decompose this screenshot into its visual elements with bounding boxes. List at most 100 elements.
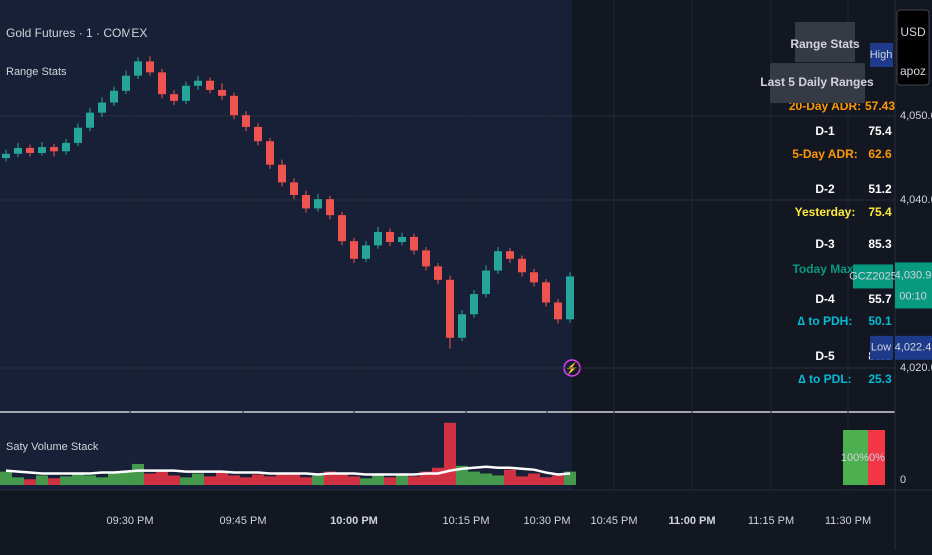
x-tick-label: 10:15 PM xyxy=(442,515,489,527)
volume-bar xyxy=(240,477,252,485)
candle-body xyxy=(122,75,130,91)
sell-box xyxy=(868,430,885,485)
volume-bar xyxy=(528,473,540,485)
table-value: 85.3 xyxy=(868,237,892,251)
candle-body xyxy=(206,80,214,90)
volume-bar xyxy=(396,474,408,485)
volume-bar xyxy=(552,475,564,485)
volume-bar xyxy=(252,474,264,485)
candle-body xyxy=(398,236,406,242)
volume-bar xyxy=(432,467,444,485)
x-tick-label: 11:30 PM xyxy=(825,515,871,527)
table-value: 55.7 xyxy=(868,292,892,306)
currency-box[interactable] xyxy=(896,9,930,86)
candle-body xyxy=(362,245,370,259)
volume-bar xyxy=(300,477,312,485)
candle-body xyxy=(86,112,94,128)
volume-bar xyxy=(168,475,180,485)
candle-body xyxy=(302,194,310,209)
candle-body xyxy=(242,115,250,127)
y-tick-label: 4,040.0 xyxy=(900,194,932,206)
table-value: 62.6 xyxy=(868,147,892,161)
table-title: Range Stats xyxy=(790,37,860,51)
volume-bar xyxy=(480,473,492,485)
candle-body xyxy=(350,241,358,259)
volume-bar xyxy=(84,475,96,485)
volume-bar xyxy=(156,469,168,485)
low-price: 4,022.4 xyxy=(895,342,932,354)
volume-bar xyxy=(144,473,156,485)
sell-label: 0% xyxy=(869,452,885,464)
volume-bar xyxy=(132,463,144,485)
candle-body xyxy=(62,142,70,152)
candle-body xyxy=(338,215,346,242)
volume-bar xyxy=(228,475,240,485)
volume-bar xyxy=(24,479,36,485)
candle-body xyxy=(374,231,382,246)
volume-bar xyxy=(60,476,72,485)
candle-body xyxy=(386,231,394,242)
volume-bar xyxy=(348,476,360,485)
table-label: 5-Day ADR: xyxy=(792,147,858,161)
candle-body xyxy=(182,85,190,101)
volume-bar xyxy=(276,472,288,485)
candle-body xyxy=(314,199,322,209)
volume-bar xyxy=(468,471,480,485)
candle-body xyxy=(566,276,574,320)
x-tick-label: 11:15 PM xyxy=(748,515,794,527)
x-tick-label: 09:30 PM xyxy=(106,515,153,527)
x-tick-label: 10:30 PM xyxy=(523,515,570,527)
tooltip: Last 5 Daily Ranges xyxy=(760,75,874,89)
buy-box xyxy=(843,430,868,485)
volume-bar xyxy=(384,477,396,485)
volume-bar xyxy=(120,470,132,485)
table-value: 57.43 xyxy=(865,99,895,113)
candle-body xyxy=(38,147,46,153)
contract-tag-bg xyxy=(853,264,893,289)
candle-body xyxy=(278,164,286,183)
candle-body xyxy=(554,302,562,320)
table-label: D-1 xyxy=(815,124,835,138)
volume-bar xyxy=(288,473,300,485)
candle-body xyxy=(194,80,202,86)
x-tick-label: 10:45 PM xyxy=(590,515,637,527)
table-label: ∆ to PDL: xyxy=(798,372,851,386)
volume-bar xyxy=(0,471,12,485)
volume-bar xyxy=(180,477,192,485)
volume-tick-label: 0 xyxy=(900,474,906,486)
x-tick-label: 10:00 PM xyxy=(330,515,378,527)
high-tag: High xyxy=(870,49,893,61)
candle-body xyxy=(422,250,430,267)
table-label: D-5 xyxy=(815,349,835,363)
low-tag-bg xyxy=(870,335,893,360)
x-tick-label: 09:45 PM xyxy=(219,515,266,527)
candle-body xyxy=(470,294,478,315)
volume-bar xyxy=(456,465,468,485)
volume-bar xyxy=(264,476,276,485)
volume-bar xyxy=(540,477,552,485)
tooltip-bg xyxy=(770,63,865,103)
volume-bar xyxy=(372,475,384,485)
candle-body xyxy=(170,94,178,101)
table-header-bg xyxy=(795,22,855,62)
candle-body xyxy=(326,199,334,216)
volume-bar xyxy=(312,475,324,485)
volume-bar xyxy=(108,472,120,485)
volume-bar xyxy=(204,476,216,485)
table-label: ∆ to PDH: xyxy=(798,314,853,328)
candle-body xyxy=(530,272,538,283)
candle-body xyxy=(2,153,10,158)
volume-bar xyxy=(504,469,516,485)
account: apoz xyxy=(900,64,926,78)
table-label: Yesterday: xyxy=(795,205,856,219)
table-value: 51.2 xyxy=(868,182,892,196)
volume-bar xyxy=(216,471,228,485)
volume-title: Saty Volume Stack xyxy=(6,441,99,453)
candle-body xyxy=(518,258,526,273)
volume-bar xyxy=(444,422,456,485)
countdown: 00:10 xyxy=(899,290,927,302)
low-tag: Low xyxy=(871,342,891,354)
candle-body xyxy=(146,61,154,73)
candle-body xyxy=(254,126,262,142)
